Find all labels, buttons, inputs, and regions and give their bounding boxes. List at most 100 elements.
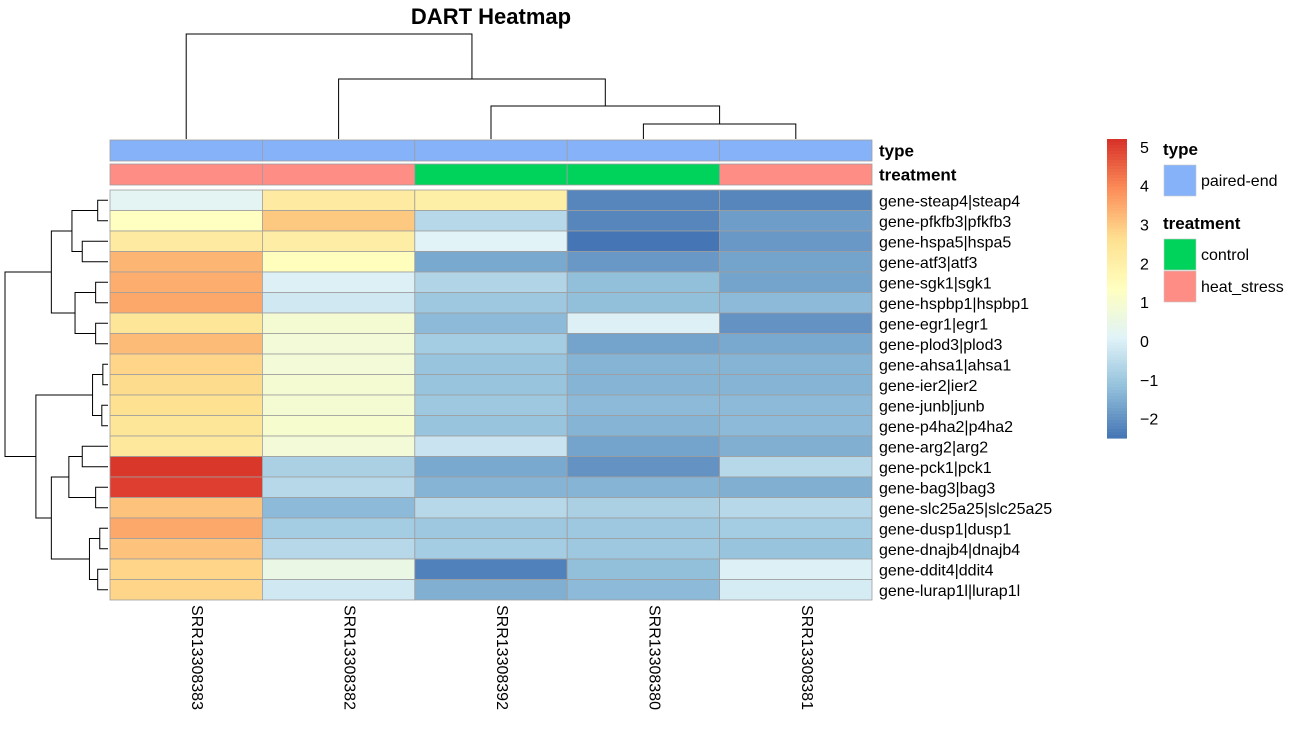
colorbar-segment: [1107, 282, 1127, 287]
colorbar-segment: [1107, 324, 1127, 328]
colorbar-segment: [1107, 420, 1127, 424]
heatmap-cell: [566, 251, 721, 273]
colorbar-segment: [1107, 267, 1127, 272]
heatmap-cell: [261, 333, 416, 355]
colorbar-segment: [1107, 183, 1127, 188]
column-label: SRR13308382: [341, 605, 358, 710]
heatmap-cell: [719, 312, 873, 334]
heatmap-cell: [109, 476, 263, 498]
colorbar-segment: [1107, 252, 1127, 257]
dendrogram-branch: [81, 445, 108, 468]
legend-label: paired-end: [1201, 173, 1278, 190]
heatmap-cell: [719, 435, 873, 457]
colorbar-segment: [1107, 195, 1127, 200]
colorbar-segment: [1107, 201, 1127, 206]
colorbar-tick-label: 3: [1140, 217, 1149, 234]
chart-title: DART Heatmap: [411, 4, 571, 29]
colorbar-segment: [1107, 330, 1127, 334]
heatmap-cell: [261, 476, 416, 498]
colorbar-segment: [1107, 339, 1127, 343]
colorbar-segment: [1107, 162, 1127, 167]
dendrogram-branch: [97, 568, 108, 591]
colorbar-segment: [1107, 192, 1127, 197]
heatmap-cell: [566, 538, 721, 560]
heatmap-cell: [261, 415, 416, 437]
row-label: gene-ddit4|ddit4: [879, 562, 994, 579]
heatmap-cell: [566, 415, 721, 437]
colorbar-segment: [1107, 264, 1127, 269]
colorbar-segment: [1107, 216, 1127, 221]
colorbar-segment: [1107, 318, 1127, 322]
row-dendrogram: [4, 199, 108, 591]
heatmap-cell: [719, 210, 873, 232]
heatmap-cell: [566, 579, 721, 601]
heatmap-cell: [109, 579, 263, 601]
colorbar-segment: [1107, 228, 1127, 233]
colorbar-segment: [1107, 288, 1127, 293]
colorbar-segment: [1107, 144, 1127, 149]
legend-swatch: [1163, 164, 1197, 197]
heatmap-cells: [109, 189, 873, 601]
heatmap-cell: [414, 558, 568, 580]
annotation-label: type: [879, 142, 914, 161]
heatmap-cell: [261, 558, 416, 580]
colorbar-segment: [1107, 435, 1127, 439]
dendrogram-branch: [338, 78, 606, 139]
row-label: gene-egr1|egr1: [879, 316, 988, 333]
heatmap-cell: [109, 517, 263, 539]
heatmap-cell: [719, 497, 873, 519]
annotation-cell: [414, 163, 568, 186]
heatmap-cell: [719, 374, 873, 396]
colorbar-segment: [1107, 414, 1127, 418]
heatmap-cell: [261, 312, 416, 334]
annotation-label: treatment: [879, 166, 957, 185]
heatmap-cell: [566, 230, 721, 252]
dendrogram-branch: [102, 363, 108, 386]
colorbar-segment: [1107, 300, 1127, 305]
row-labels: gene-steap4|steap4 gene-pfkfb3|pfkfb3 gene…: [879, 193, 1052, 600]
colorbar-segment: [1107, 405, 1127, 409]
colorbar-segment: [1107, 279, 1127, 284]
heatmap-cell: [261, 230, 416, 252]
colorbar-tick-label: 5: [1140, 140, 1149, 157]
colorbar-tick-label: 4: [1140, 179, 1149, 196]
colorbar-segment: [1107, 210, 1127, 215]
heatmap-cell: [109, 210, 263, 232]
colorbar-segment: [1107, 270, 1127, 275]
heatmap-cell: [719, 415, 873, 437]
colorbar-segment: [1107, 168, 1127, 173]
legend-label: heat_stress: [1201, 279, 1284, 296]
heatmap-cell: [109, 353, 263, 375]
row-label: gene-sgk1|sgk1: [879, 275, 992, 292]
heatmap-cell: [414, 251, 568, 273]
heatmap-cell: [109, 394, 263, 416]
colorbar-segment: [1107, 225, 1127, 230]
dendrogram-branch: [99, 527, 108, 550]
colorbar-segment: [1107, 306, 1127, 311]
dendrogram-branch: [97, 199, 108, 222]
column-label: SRR13308380: [645, 605, 662, 710]
heatmap-cell: [261, 538, 416, 560]
colorbar-segment: [1107, 390, 1127, 394]
colorbar-segment: [1107, 297, 1127, 302]
colorbar-segment: [1107, 402, 1127, 406]
heatmap-cell: [719, 353, 873, 375]
colorbar-segment: [1107, 177, 1127, 182]
row-label: gene-pfkfb3|pfkfb3: [879, 214, 1011, 231]
colorbar-tick-label: −2: [1140, 412, 1158, 429]
heatmap-cell: [261, 374, 416, 396]
dendrogram-branch: [95, 322, 108, 345]
heatmap-cell: [414, 333, 568, 355]
colorbar-segment: [1107, 141, 1127, 146]
heatmap-cell: [261, 271, 416, 293]
colorbar-segment: [1107, 207, 1127, 212]
row-label: gene-slc25a25|slc25a25: [879, 501, 1052, 518]
heatmap-cell: [719, 456, 873, 478]
colorbar-segment: [1107, 186, 1127, 191]
colorbar-segment: [1107, 237, 1127, 242]
heatmap-cell: [719, 189, 873, 211]
dendrogram-branch: [88, 538, 100, 580]
colorbar-segment: [1107, 333, 1127, 337]
colorbar-segment: [1107, 363, 1127, 367]
